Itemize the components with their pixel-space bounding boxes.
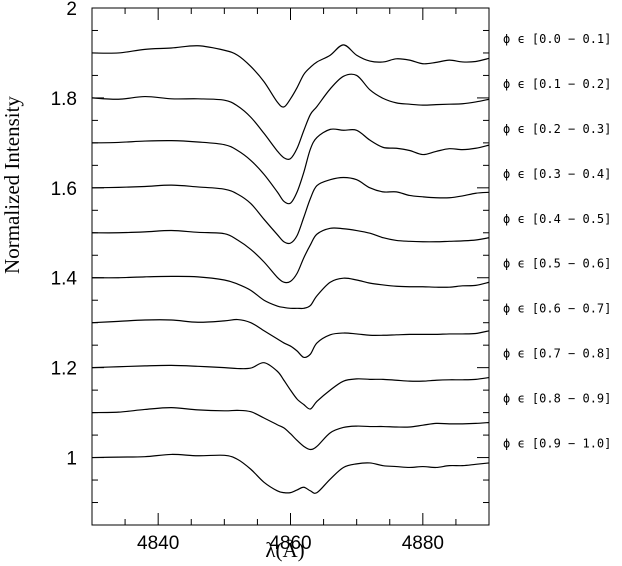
spectrum-lines <box>91 44 490 494</box>
phase-label-3: ϕ ϵ [0.2 − 0.3] <box>503 122 611 136</box>
plot-frame <box>91 7 490 526</box>
spectrum-line-9 <box>91 407 490 451</box>
y-axis-ticks: 1 1.2 1.4 1.6 1.8 2 <box>51 0 489 526</box>
spectrum-line-8 <box>91 362 490 410</box>
legend: ϕ ϵ [0.0 − 0.1] ϕ ϵ [0.1 − 0.2] ϕ ϵ [0.2 −… <box>503 32 611 451</box>
y-tick-label: 1.6 <box>51 179 77 200</box>
spectrum-line-3 <box>91 128 490 205</box>
spectrum-line-10 <box>91 453 490 494</box>
phase-label-2: ϕ ϵ [0.1 − 0.2] <box>503 77 611 91</box>
x-tick-label: 4860 <box>269 533 311 554</box>
spectrum-line-7 <box>91 318 490 359</box>
spectrum-line-5 <box>91 227 490 284</box>
y-tick-label: 1.2 <box>51 359 77 380</box>
phase-label-4: ϕ ϵ [0.3 − 0.4] <box>503 167 611 181</box>
phase-label-5: ϕ ϵ [0.4 − 0.5] <box>503 212 611 226</box>
spectrum-line-2 <box>91 73 490 160</box>
y-tick-label: 1.8 <box>51 89 77 110</box>
y-tick-label: 2 <box>66 0 77 20</box>
phase-label-8: ϕ ϵ [0.7 − 0.8] <box>503 347 611 361</box>
phase-label-10: ϕ ϵ [0.9 − 1.0] <box>503 437 611 451</box>
spectrum-line-6 <box>91 275 490 310</box>
x-axis-ticks: 4840 4860 4880 <box>91 8 490 554</box>
phase-label-1: ϕ ϵ [0.0 − 0.1] <box>503 32 611 46</box>
phase-label-7: ϕ ϵ [0.6 − 0.7] <box>503 302 611 316</box>
spectrum-line-1 <box>91 44 490 108</box>
spectrum-line-4 <box>91 176 490 245</box>
x-tick-label: 4840 <box>137 533 179 554</box>
y-tick-label: 1 <box>66 449 77 470</box>
x-tick-label: 4880 <box>402 533 444 554</box>
x-axis-title: λ(Å) <box>265 538 304 562</box>
y-tick-label: 1.4 <box>51 269 78 290</box>
phase-label-9: ϕ ϵ [0.8 − 0.9] <box>503 392 611 406</box>
phase-label-6: ϕ ϵ [0.5 − 0.6] <box>503 257 611 271</box>
y-axis-title: Normalized Intensity <box>0 96 24 274</box>
